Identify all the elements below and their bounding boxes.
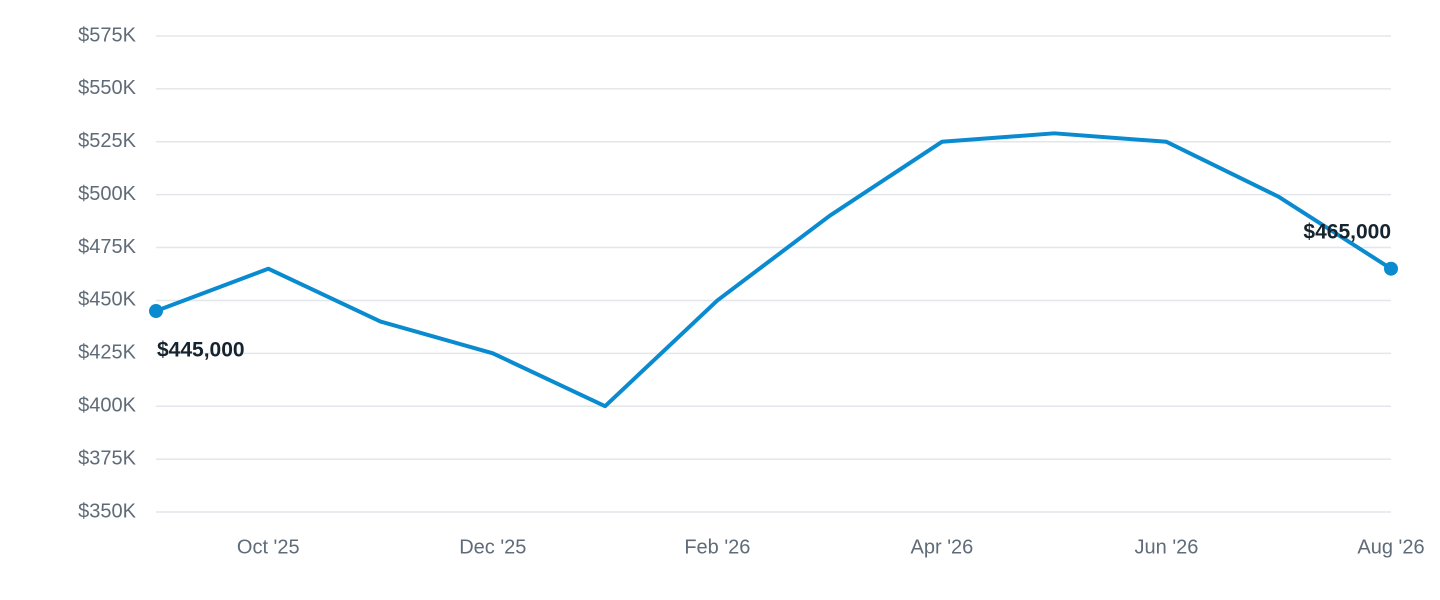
y-tick-label: $525K: [78, 130, 136, 152]
value-label: $465,000: [1303, 220, 1391, 243]
y-tick-label: $475K: [78, 236, 136, 258]
data-point: [149, 304, 163, 319]
y-tick-label: $450K: [78, 289, 136, 311]
y-tick-label: $375K: [78, 447, 136, 469]
x-tick-label: Jun '26: [1135, 536, 1199, 558]
x-tick-label: Oct '25: [237, 536, 300, 558]
data-point: [1384, 261, 1398, 276]
y-tick-label: $575K: [78, 24, 136, 46]
value-label: $445,000: [157, 339, 245, 362]
data-line: [155, 131, 1393, 409]
x-tick-label: Dec '25: [459, 536, 526, 558]
y-tick-label: $500K: [78, 183, 136, 205]
y-tick-label: $425K: [78, 342, 136, 364]
y-tick-label: $550K: [78, 77, 136, 99]
x-tick-label: Feb '26: [684, 536, 750, 558]
y-tick-label: $400K: [78, 395, 136, 417]
x-tick-label: Apr '26: [911, 536, 974, 558]
y-tick-label: $350K: [78, 500, 136, 522]
x-tick-label: Aug '26: [1357, 536, 1424, 558]
